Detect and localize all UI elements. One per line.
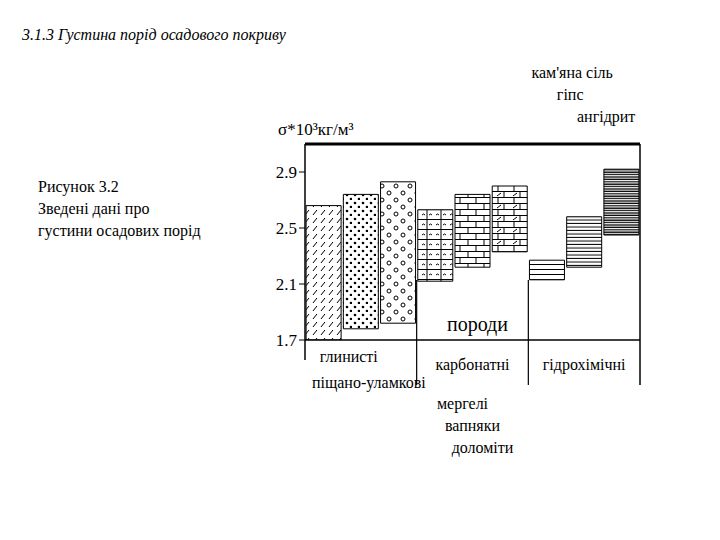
html-text:мергелі: мергелі xyxy=(436,395,489,412)
svg-text:2.5: 2.5 xyxy=(276,219,297,238)
html-text:піщано-уламкові: піщано-уламкові xyxy=(311,374,426,391)
svg-text:1.7: 1.7 xyxy=(276,331,298,350)
html-text:глинисті: глинисті xyxy=(319,348,378,365)
html-text:ангідрит: ангідрит xyxy=(577,108,636,125)
html-text:доломіти: доломіти xyxy=(451,439,514,456)
html-text:гідрохімічні: гідрохімічні xyxy=(542,356,626,373)
html-text:Зведені дані про: Зведені дані про xyxy=(38,200,150,217)
svg-text:2.1: 2.1 xyxy=(276,275,297,294)
html-text:густини осадових порід: густини осадових порід xyxy=(38,222,201,239)
html-text:σ*10³кг/м³: σ*10³кг/м³ xyxy=(278,120,354,139)
html-text:3.1.3 Густина порід осадового: 3.1.3 Густина порід осадового покриву xyxy=(22,26,286,43)
html-text:гіпс: гіпс xyxy=(556,86,584,103)
html-text:вапняки: вапняки xyxy=(445,417,500,434)
html-text:Рисунок 3.2: Рисунок 3.2 xyxy=(38,178,119,195)
svg-text:2.9: 2.9 xyxy=(276,163,297,182)
html-text:кам'яна сіль: кам'яна сіль xyxy=(531,64,613,81)
html-text:породи: породи xyxy=(447,313,508,335)
html-text:карбонатні: карбонатні xyxy=(435,356,510,373)
